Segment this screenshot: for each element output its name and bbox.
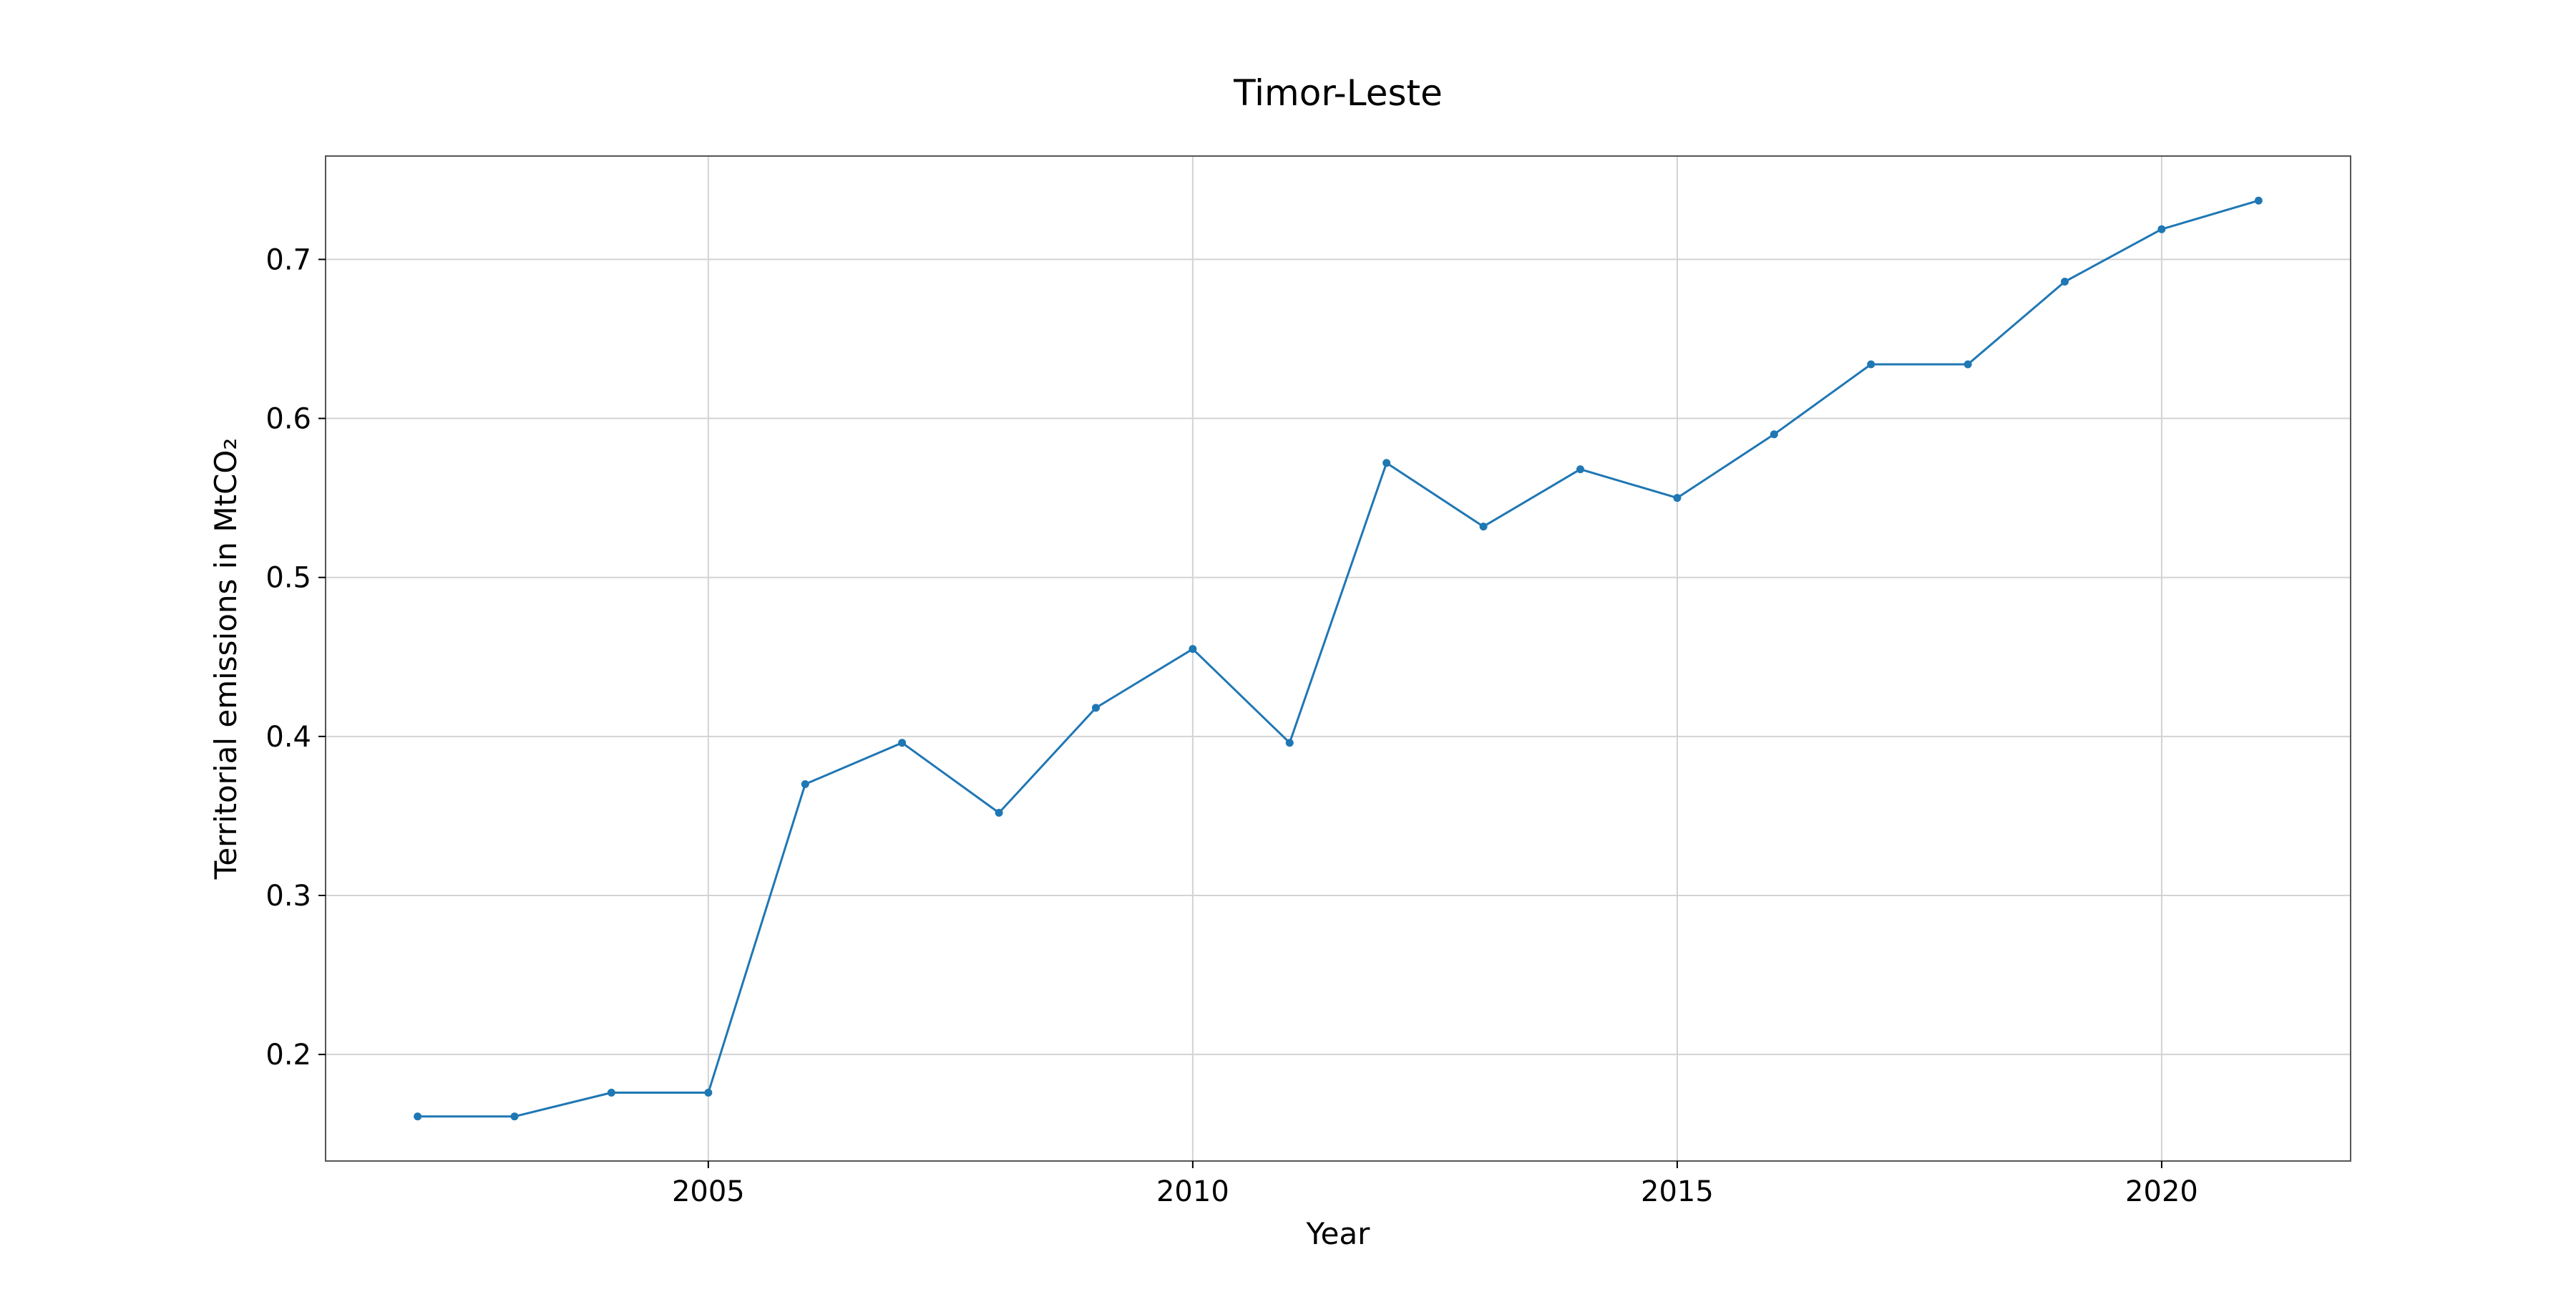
x-tick-label: 2020 — [2125, 1175, 2198, 1208]
data-point — [1382, 459, 1391, 467]
data-point — [1770, 430, 1778, 439]
y-tick-label: 0.6 — [265, 403, 311, 436]
data-point — [1576, 465, 1585, 474]
x-axis-title: Year — [1306, 1216, 1371, 1251]
grid-layer — [326, 156, 2351, 1161]
y-tick-label: 0.4 — [265, 721, 311, 754]
y-axis-title: Territorial emissions in MtCO₂ — [208, 438, 243, 880]
y-tick-label: 0.2 — [265, 1039, 311, 1072]
data-point — [2061, 278, 2069, 286]
series-line — [417, 199, 2259, 1118]
data-point — [898, 739, 907, 747]
y-tick-label: 0.7 — [265, 243, 311, 276]
y-tick-label: 0.5 — [265, 562, 311, 595]
data-point — [607, 1088, 615, 1097]
data-point — [801, 780, 809, 788]
data-point — [1091, 704, 1100, 712]
data-point — [995, 808, 1003, 817]
data-point — [510, 1112, 519, 1121]
x-tick-label: 2010 — [1156, 1175, 1229, 1208]
data-point — [1963, 360, 1972, 369]
data-point — [704, 1088, 713, 1097]
data-point — [1189, 645, 1197, 654]
data-point — [1285, 739, 1294, 747]
ticks-layer: 2005 2010 2015 2020 0.2 0.3 0.4 0.5 0.6 0.7 — [265, 243, 2197, 1208]
chart-title: Timor-Leste — [1233, 72, 1443, 114]
x-tick-label: 2005 — [672, 1175, 745, 1208]
series-layer — [414, 196, 2263, 1121]
data-point — [1867, 360, 1875, 369]
data-point — [414, 1112, 422, 1121]
y-tick-label: 0.3 — [265, 880, 311, 913]
data-point — [2254, 196, 2263, 205]
data-point — [1479, 523, 1488, 531]
axes-frame — [325, 155, 2351, 1162]
data-point — [1673, 494, 1682, 502]
x-tick-label: 2015 — [1641, 1175, 1714, 1208]
data-point — [2157, 225, 2166, 233]
